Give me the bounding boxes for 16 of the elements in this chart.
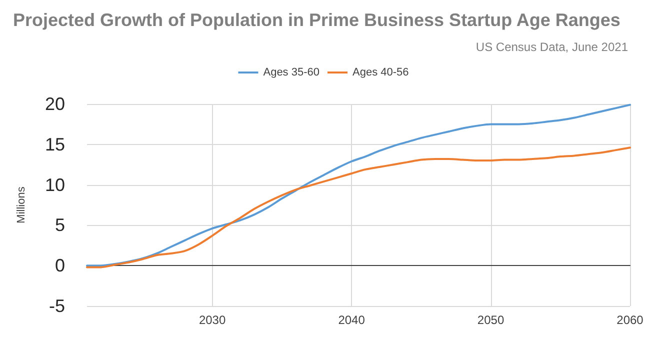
x-tick-label: 2030 xyxy=(198,313,226,327)
y-axis-title: Millions xyxy=(16,186,28,224)
y-tick-label: 0 xyxy=(54,256,65,276)
y-tick-label: 15 xyxy=(44,134,65,154)
x-tick-label: 2060 xyxy=(616,313,644,327)
y-tick-label: 5 xyxy=(54,215,65,236)
y-tick-label: 10 xyxy=(44,174,65,195)
legend-label: Ages 35-60 xyxy=(263,66,320,78)
y-tick-label: -5 xyxy=(48,296,65,316)
y-tick-label: 20 xyxy=(44,94,65,114)
line-series xyxy=(86,146,631,268)
chart-subtitle: US Census Data, June 2021 xyxy=(476,40,628,54)
x-tick-label: 2040 xyxy=(338,313,366,327)
legend-label: Ages 40-56 xyxy=(352,66,409,78)
x-tick-label: 2050 xyxy=(477,313,504,327)
chart-title: Projected Growth of Population in Prime Business Startup Age Ranges xyxy=(13,10,620,30)
